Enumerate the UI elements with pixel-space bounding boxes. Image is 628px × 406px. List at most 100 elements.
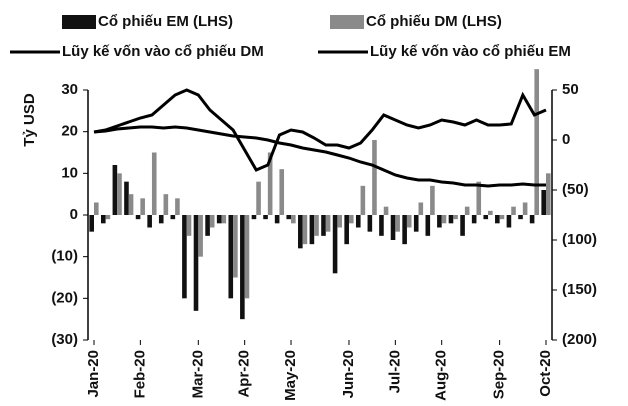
x-tick-label: Jun-20	[340, 350, 357, 398]
bar	[198, 215, 203, 257]
bar	[360, 185, 366, 215]
bar	[448, 215, 454, 224]
bar	[140, 198, 145, 215]
bar	[546, 173, 551, 215]
bar	[453, 215, 458, 220]
bar	[124, 181, 129, 215]
bar	[522, 202, 528, 215]
x-tick-label: Aug-20	[433, 350, 450, 401]
bar	[291, 215, 296, 224]
bar	[182, 215, 187, 299]
bar	[437, 215, 442, 228]
bar	[506, 215, 512, 228]
bar	[309, 215, 315, 245]
bar	[302, 215, 308, 245]
bar	[425, 215, 431, 236]
bar	[267, 152, 273, 215]
x-tick-label: Jan-20	[85, 350, 102, 398]
y2-tick-label: 50	[562, 81, 579, 98]
y2-tick-label: (200)	[562, 331, 597, 348]
bar	[193, 215, 199, 311]
bar	[163, 194, 169, 215]
legend-swatch	[62, 15, 96, 29]
legend-swatch	[330, 15, 364, 29]
x-tick-label: Sep-20	[491, 350, 508, 399]
line	[93, 125, 546, 188]
bar	[298, 215, 303, 249]
x-tick-label: Oct-20	[537, 350, 554, 397]
bar	[348, 215, 354, 224]
bar	[430, 185, 435, 215]
bar	[441, 215, 447, 224]
bar	[379, 215, 384, 236]
bar	[240, 215, 245, 320]
y-tick-label: 20	[61, 123, 78, 140]
bar	[534, 69, 540, 216]
bar	[367, 215, 373, 232]
bar	[518, 215, 523, 220]
bar	[274, 215, 280, 224]
y-tick-label: (20)	[51, 289, 78, 306]
x-tick-label: May-20	[282, 350, 299, 401]
legend-label: Cổ phiếu EM (LHS)	[98, 13, 233, 30]
y2-tick-label: (150)	[562, 281, 597, 298]
x-tick-label: Jul-20	[386, 350, 403, 393]
legend-label: Lũy kế vốn vào cổ phiếu DM	[62, 43, 264, 60]
bar	[151, 152, 157, 215]
bar	[279, 169, 285, 215]
bar	[158, 215, 164, 224]
bar	[233, 215, 238, 278]
bar	[402, 215, 407, 245]
bar	[460, 215, 465, 236]
bar	[175, 198, 180, 215]
y-tick-label: (10)	[51, 248, 78, 265]
bar	[263, 215, 268, 220]
bar	[372, 140, 377, 215]
bar	[94, 202, 99, 215]
bar	[413, 215, 419, 232]
y-tick-label: 0	[70, 206, 78, 223]
y2-tick-label: (50)	[562, 181, 589, 198]
bar	[128, 194, 134, 215]
x-tick-label: Apr-20	[236, 350, 253, 398]
bar	[286, 215, 292, 220]
bar	[383, 206, 389, 215]
bar	[314, 215, 319, 236]
bar	[256, 181, 261, 215]
bar	[471, 215, 477, 224]
legend: Cổ phiếu EM (LHS) Cổ phiếu DM (LHS) Lũy kế…	[10, 13, 571, 60]
bar	[112, 165, 118, 215]
bar	[228, 215, 234, 299]
bar	[205, 215, 210, 236]
bar	[488, 210, 493, 215]
bar	[216, 215, 222, 224]
bar	[464, 206, 470, 215]
bar	[476, 181, 482, 215]
y-tick-label: 10	[61, 164, 78, 181]
y2-tick-label: 0	[562, 131, 570, 148]
x-tick-label: Feb-20	[131, 350, 148, 398]
bar	[395, 215, 400, 232]
bar	[495, 215, 500, 224]
legend-label: Cổ phiếu DM (LHS)	[366, 13, 502, 30]
bar	[321, 215, 326, 236]
bar	[325, 215, 331, 232]
y2-tick-label: (100)	[562, 231, 597, 248]
bar	[244, 215, 250, 299]
y-tick-label: (30)	[51, 331, 78, 348]
bar	[390, 215, 396, 240]
bar	[406, 215, 412, 228]
line	[93, 88, 547, 172]
bar	[186, 215, 192, 236]
bar	[117, 173, 122, 215]
bar	[221, 215, 227, 224]
legend-label: Lũy kế vốn vào cổ phiếu EM	[370, 43, 571, 60]
bar	[251, 215, 257, 220]
bar	[100, 215, 106, 224]
bar	[209, 215, 215, 228]
bar	[170, 215, 176, 220]
bar	[147, 215, 152, 228]
bar	[529, 215, 535, 224]
bar	[418, 202, 424, 215]
